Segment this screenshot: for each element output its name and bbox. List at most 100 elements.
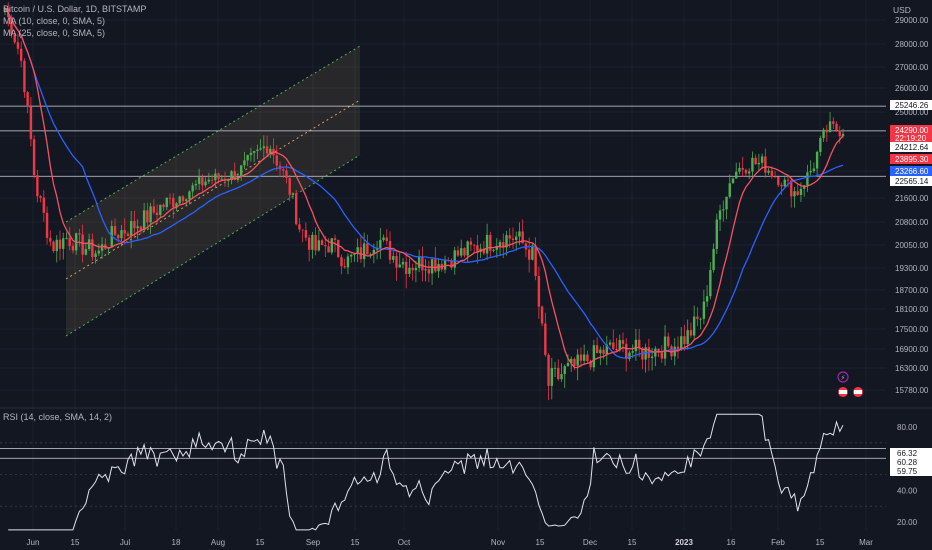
price-tag — [890, 154, 932, 164]
flag-stripe — [839, 390, 847, 394]
candle-body — [502, 242, 505, 248]
candle-body — [291, 193, 295, 195]
candle-body — [725, 196, 728, 210]
rsi-tag — [890, 448, 932, 458]
candle-body — [489, 234, 492, 251]
price-axis[interactable]: 29000.00 28000.00 27000.00 26000.00 25000.00… — [895, 16, 929, 395]
price-tag — [890, 100, 932, 110]
candle-body — [288, 178, 291, 195]
candle-body — [168, 197, 172, 199]
candle-body — [298, 224, 301, 230]
candle-body — [582, 354, 586, 361]
candle-body — [527, 249, 531, 260]
candle-body — [314, 234, 317, 251]
candle-body — [469, 241, 473, 245]
candle-body — [178, 196, 181, 204]
channel-line — [65, 99, 361, 280]
candle-body — [832, 121, 835, 124]
candle-body — [408, 267, 411, 274]
candle-body — [511, 238, 515, 240]
ma-fast-line — [4, 7, 844, 369]
candle-body — [822, 129, 825, 139]
regression-channel — [65, 45, 361, 337]
candle-body — [605, 344, 609, 355]
candle-body — [570, 358, 573, 364]
candle-body — [676, 346, 680, 350]
candle-body — [52, 241, 55, 252]
candle-body — [450, 260, 453, 268]
candle-body — [97, 250, 101, 254]
candle-body — [453, 250, 456, 268]
price-tick-label: 26000.00 — [895, 84, 929, 93]
candle-body — [819, 138, 822, 152]
lightning-icon[interactable] — [837, 371, 849, 383]
candle-body — [806, 172, 809, 186]
candle-body — [372, 249, 376, 255]
candle-body — [476, 245, 479, 252]
candle-body — [411, 267, 414, 271]
price-tick-label: 20050.00 — [895, 241, 929, 250]
price-tick-label: 21600.00 — [895, 194, 929, 203]
candle-body — [683, 336, 686, 345]
candle-body — [696, 316, 699, 319]
rsi-tag-label: 60.28 — [897, 458, 918, 467]
candle-body — [320, 240, 324, 246]
candle-body — [498, 242, 502, 246]
candle-body — [735, 171, 738, 179]
channel-line — [65, 45, 361, 223]
lightning-glyph: ⚡ — [841, 374, 846, 382]
price-tick-label: 15780.00 — [895, 386, 929, 395]
price-tag — [890, 176, 932, 186]
time-tick-label: 2023 — [675, 538, 693, 547]
candle-body — [129, 221, 133, 237]
rsi-tag — [890, 466, 932, 476]
candle-body — [304, 230, 308, 238]
candle-body — [194, 183, 198, 186]
candle-body — [19, 48, 23, 61]
symbol-title[interactable]: Bitcoin / U.S. Dollar, 1D, BITSTAMP — [3, 4, 147, 14]
candle-body — [657, 348, 660, 353]
candle-body — [437, 263, 440, 272]
price-tag — [890, 166, 932, 176]
candle-body — [401, 261, 405, 265]
time-axis[interactable]: Jun 15 Jul 18 Aug 15 Sep 15 Oct Nov 15 Dec 15 2023 16 F… — [27, 538, 874, 547]
candle-body — [505, 235, 508, 248]
candle-body — [757, 162, 761, 165]
candle-body — [780, 185, 783, 187]
candle-body — [385, 237, 388, 242]
candle-body — [589, 361, 592, 368]
candle-body — [573, 358, 576, 366]
time-tick-label: 15 — [71, 538, 80, 547]
ma-fast-legend[interactable]: MA (10, close, 0, SMA, 5) — [3, 16, 106, 26]
ma-slow-legend[interactable]: MA (25, close, 0, SMA, 5) — [3, 28, 106, 38]
candle-body — [563, 366, 566, 375]
candle-body — [414, 267, 418, 271]
time-tick-label: 15 — [816, 538, 825, 547]
candle-body — [362, 243, 366, 260]
candle-body — [628, 352, 631, 360]
event-icons[interactable]: ⚡ — [837, 371, 863, 397]
candle-body — [324, 245, 327, 247]
candle-body — [692, 316, 696, 336]
candle-body — [608, 342, 612, 345]
candle-body — [631, 351, 634, 353]
candle-body — [252, 151, 256, 153]
candle-body — [738, 167, 741, 172]
candle-body — [146, 210, 149, 223]
candle-body — [828, 121, 832, 133]
candle-body — [39, 196, 42, 198]
candle-body — [13, 34, 16, 43]
channel-fill — [66, 46, 360, 336]
candle-body — [58, 239, 62, 249]
candle-body — [142, 210, 146, 231]
candle-body — [790, 180, 793, 197]
candle-body — [841, 133, 845, 136]
rsi-legend[interactable]: RSI (14, close, SMA, 14, 2) — [3, 412, 113, 422]
price-tick-label: 28000.00 — [895, 40, 929, 49]
candle-body — [722, 209, 725, 211]
candle-body — [456, 250, 460, 256]
candle-body — [191, 185, 194, 192]
candle-body — [26, 92, 29, 107]
